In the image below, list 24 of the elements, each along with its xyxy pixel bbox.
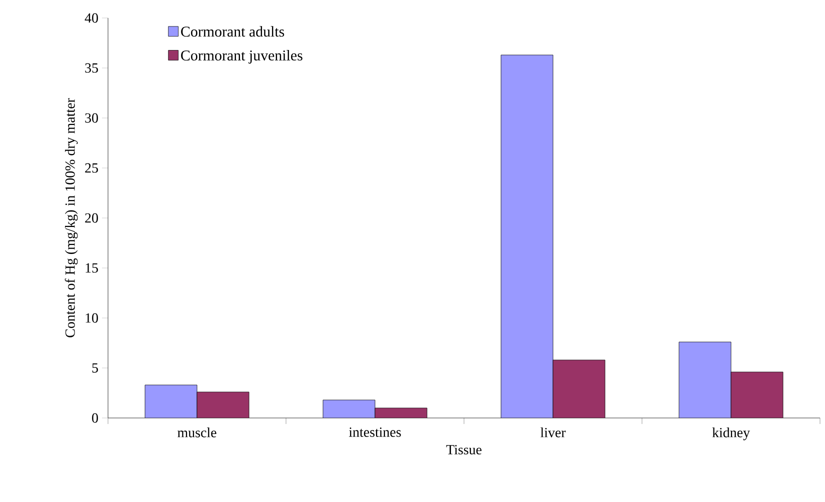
bar: [197, 392, 250, 418]
y-tick-label: 35: [85, 63, 98, 73]
bar: [553, 360, 606, 418]
bar: [501, 54, 554, 418]
bar: [730, 372, 784, 418]
y-tick-label: 25: [85, 163, 98, 173]
x-tick-label: muscle: [178, 427, 216, 438]
y-tick-label: 5: [92, 363, 98, 373]
bar: [323, 400, 376, 418]
bar: [145, 384, 198, 418]
x-tick-label: kidney: [712, 427, 750, 440]
y-tick-label: 10: [86, 313, 98, 323]
legend-label: Cormorant juveniles: [181, 50, 302, 64]
y-tick-label: 20: [85, 213, 98, 223]
y-tick-label: 30: [85, 113, 98, 123]
y-tick-label: 40: [84, 13, 98, 23]
y-tick-label: 0: [92, 413, 98, 423]
x-axis-title: Tissue: [446, 445, 482, 454]
legend-label: Cormorant adults: [181, 26, 284, 37]
y-axis-title: Content of Hg (mg/kg) in 100% dry matter: [64, 98, 78, 338]
x-tick-label: liver: [540, 427, 566, 438]
bar: [678, 342, 732, 418]
y-tick-label: 15: [86, 263, 98, 273]
x-tick-label: intestines: [348, 428, 401, 437]
